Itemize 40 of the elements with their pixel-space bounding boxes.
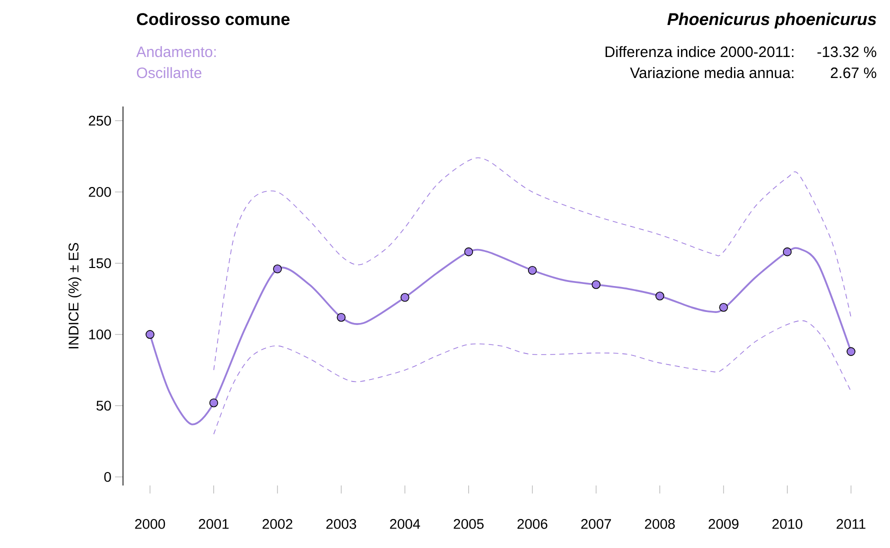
point xyxy=(592,280,600,289)
y-tick-label: 50 xyxy=(96,400,111,411)
text: Variazione media annua: xyxy=(630,67,794,78)
x-tick-label: 2010 xyxy=(772,519,802,529)
y-tick-label: 100 xyxy=(89,329,111,340)
point xyxy=(400,293,410,302)
x-tick-label: 2009 xyxy=(708,519,738,529)
y-tick-label: 150 xyxy=(89,258,111,268)
point xyxy=(719,302,728,312)
text: -13.32 % xyxy=(817,46,876,58)
text: Differenza indice 2000-2011: xyxy=(606,46,794,58)
x-tick-label: 2008 xyxy=(644,519,675,529)
chart-title: Codirosso comune xyxy=(136,12,290,26)
point xyxy=(846,347,856,356)
point xyxy=(464,247,474,256)
text: Oscillante xyxy=(136,67,202,78)
y-tick-label: 0 xyxy=(104,472,111,482)
y-tick-label: 200 xyxy=(88,187,111,197)
text: 2.67 % xyxy=(830,68,876,78)
x-tick-label: 2006 xyxy=(518,519,548,529)
x-tick-label: 2003 xyxy=(326,519,356,529)
x-tick-label: 2000 xyxy=(135,519,166,529)
x-tick-label: 2001 xyxy=(198,519,229,529)
point xyxy=(146,330,154,339)
x-tick-label: 2007 xyxy=(581,519,611,529)
y-axis-title: INDICE (%) ± ES xyxy=(68,243,82,348)
point xyxy=(273,264,282,274)
text: Andamento: xyxy=(136,46,216,58)
point xyxy=(336,312,346,322)
point xyxy=(528,266,537,275)
point xyxy=(655,292,664,300)
x-tick-label: 2004 xyxy=(390,519,420,529)
line-series xyxy=(213,320,852,435)
x-tick-label: 2005 xyxy=(454,519,484,529)
x-tick-label: 2002 xyxy=(262,519,292,529)
point xyxy=(782,247,792,256)
point xyxy=(209,398,218,408)
chart-subtitle: Phoenicurus phoenicurus xyxy=(667,12,876,29)
y-tick-label: 250 xyxy=(88,116,111,126)
x-tick-label: 2011 xyxy=(836,519,866,529)
